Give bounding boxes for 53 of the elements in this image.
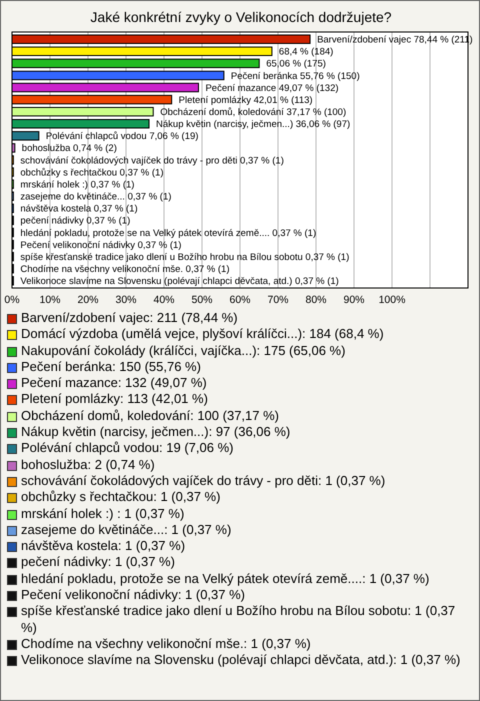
data-label: schovávání čokoládových vajíček do trávy - pro děti 0,37 % (1): [20, 155, 284, 166]
legend-label: Barvení/zdobení vajec: 211 (78,44 %): [21, 310, 238, 326]
x-tick-label: 100%: [378, 294, 406, 306]
data-label: 65,06 % (175): [266, 58, 326, 70]
data-label: pečení nádivky 0,37 % (1): [20, 216, 130, 227]
legend-label: mrskání holek :) : 1 (0,37 %): [21, 506, 184, 522]
data-label: Pečení velikonoční nádivky 0,37 % (1): [20, 240, 182, 251]
x-tick-label: 50%: [191, 294, 213, 306]
data-label: spíše křesťanské tradice jako dlení u Božího hrobu na Bílou sobotu 0,37 % (1): [20, 252, 350, 263]
x-tick-label: 0%: [4, 294, 20, 306]
data-label: 68,4 % (184): [278, 46, 334, 58]
legend-label: Pečení velikonoční nádivky: 1 (0,37 %): [21, 587, 246, 604]
data-label: hledání pokladu, protože se na Velký pátek otevírá země.... 0,37 % (1): [20, 228, 316, 239]
data-label: Pletení pomlázky 42,01 % (113): [178, 94, 313, 106]
legend-label: Pletení pomlázky: 113 (42,01 %): [21, 391, 208, 408]
legend-label: obchůzky s řechtačkou: 1 (0,37 %): [21, 489, 220, 506]
legend-label: pečení nádivky: 1 (0,37 %): [21, 554, 175, 571]
x-tick-label: 40%: [153, 294, 175, 306]
data-label: Polévání chlapců vodou 7,06 % (19): [46, 131, 198, 142]
legend-label: Pečení mazance: 132 (49,07 %): [21, 375, 207, 392]
x-tick-label: 70%: [267, 294, 289, 306]
legend-label: bohoslužba: 2 (0,74 %): [21, 456, 155, 473]
legend-label: Pečení beránka: 150 (55,76 %): [21, 358, 201, 376]
data-label: Pečení mazance 49,07 % (132): [205, 82, 339, 94]
data-label: zasejeme do květináče... 0,37 % (1): [20, 192, 172, 203]
legend-label: návštěva kostela: 1 (0,37 %): [21, 538, 186, 554]
x-tick-label: 90%: [343, 294, 365, 306]
legend-label: schovávání čokoládových vajíček do trávy - pro děti: 1 (0,37 %): [21, 472, 386, 490]
legend-label: Polévání chlapců vodou: 19 (7,06 %): [21, 440, 234, 457]
data-label: Chodíme na všechny velikonoční mše. 0,37 % (1): [20, 264, 230, 276]
legend-label: Chodíme na všechny velikonoční mše.: 1 (0,37 %): [21, 636, 311, 652]
data-label: Obcházení domů, koledování 37,17 % (100): [160, 107, 346, 118]
legend-label: Domácí výzdoba (umělá vejce, plyšoví králíčci...): 184 (68,4 %): [21, 326, 384, 343]
x-tick-label: 60%: [229, 294, 251, 306]
legend-label: zasejeme do květináče...: 1 (0,37 %): [21, 522, 232, 538]
data-label: návštěva kostela 0,37 % (1): [20, 204, 138, 215]
legend-label: Nákup květin (narcisy, ječmen...): 97 (36,06 %): [21, 424, 290, 440]
x-tick-label: 10%: [39, 294, 61, 306]
legend-label: Obcházení domů, koledování: 100 (37,17 %): [21, 408, 279, 424]
data-label: bohoslužba 0,74 % (2): [22, 143, 117, 154]
data-label: obchůzky s řechtačkou 0,37 % (1): [20, 167, 164, 178]
x-tick-label: 80%: [305, 294, 327, 306]
legend-label: spíše křesťanské tradice jako dlení u Božího hrobu na Bílou sobotu: 1 (0,37 %): [21, 603, 456, 636]
data-label: Nákup květin (narcisy, ječmen...) 36,06 % (97): [156, 119, 350, 130]
data-label: mrskání holek :) 0,37 % (1): [20, 179, 134, 190]
data-label: Pečení beránka 55,76 % (150): [230, 70, 360, 82]
legend-label: Nakupování čokolády (králíčci, vajíčka...): 175 (65,06 %): [21, 342, 346, 359]
legend-label: hledání pokladu, protože se na Velký pátek otevírá země....: 1 (0,37 %): [21, 570, 430, 588]
x-tick-label: 30%: [115, 294, 137, 306]
data-label: Velikonoce slavíme na Slovensku (polévají chlapci děvčata, atd.) 0,37 % (1): [20, 276, 339, 288]
chart-title: Jaké konkrétní zvyky o Velikonocích dodržujete?: [90, 9, 392, 25]
x-tick-label: 20%: [77, 294, 99, 306]
legend-label: Velikonoce slavíme na Slovensku (polévají chlapci děvčata, atd.): 1 (0,37 %): [21, 652, 460, 669]
